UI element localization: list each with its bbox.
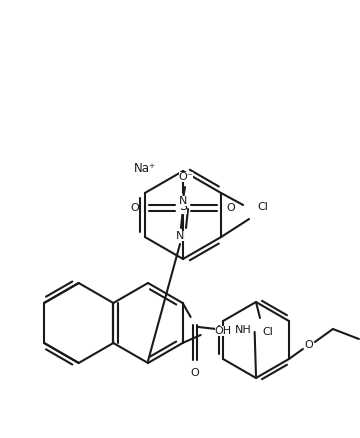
Text: N: N xyxy=(176,231,184,241)
Text: Cl: Cl xyxy=(257,202,268,212)
Text: Na⁺: Na⁺ xyxy=(134,162,156,176)
Text: N: N xyxy=(179,196,187,206)
Text: S: S xyxy=(179,201,187,213)
Text: O: O xyxy=(131,203,139,213)
Text: Cl: Cl xyxy=(262,327,274,337)
Text: O: O xyxy=(305,340,313,350)
Text: O: O xyxy=(190,368,199,378)
Text: O: O xyxy=(227,203,235,213)
Text: OH: OH xyxy=(215,326,232,336)
Text: O⁻: O⁻ xyxy=(179,172,193,182)
Text: NH: NH xyxy=(235,325,251,335)
